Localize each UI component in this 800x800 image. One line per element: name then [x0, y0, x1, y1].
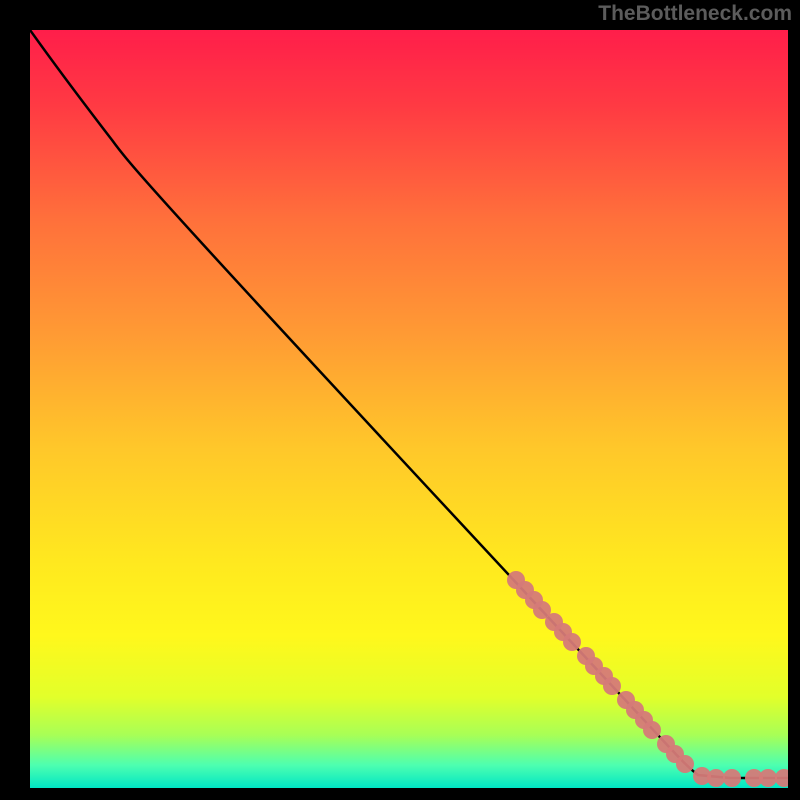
data-marker	[775, 769, 788, 787]
data-marker	[676, 755, 694, 773]
data-marker	[643, 721, 661, 739]
chart-svg	[30, 30, 788, 788]
data-marker	[707, 769, 725, 787]
data-marker	[563, 633, 581, 651]
marker-group	[507, 571, 788, 787]
data-marker	[603, 677, 621, 695]
chart-canvas: TheBottleneck.com	[0, 0, 800, 800]
attribution-text: TheBottleneck.com	[598, 2, 792, 26]
plot-area	[30, 30, 788, 788]
curve-line	[30, 30, 788, 778]
data-marker	[759, 769, 777, 787]
data-marker	[723, 769, 741, 787]
